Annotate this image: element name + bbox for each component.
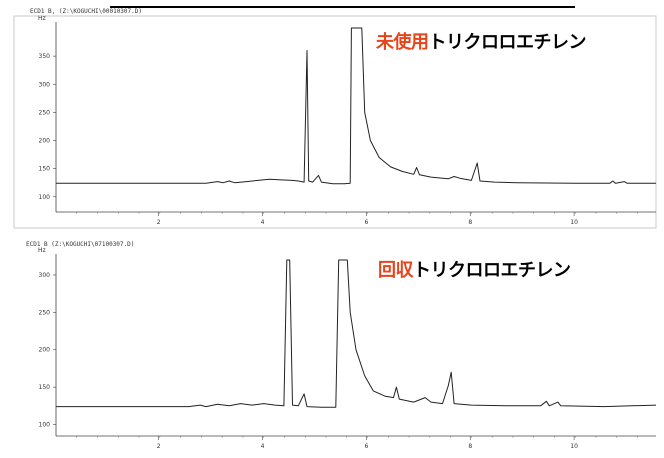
file-line-bottom: ECD1 B (Z:\KOGUCHI\07100307.D): [26, 241, 135, 248]
sample-label-bottom: 回収トリクロロエチレン: [378, 256, 571, 282]
sample-label-top: 未使用トリクロロエチレン: [376, 28, 586, 54]
chromatogram-panel-bottom: 100150200250300Hz24681012141618 ECD1 B (…: [0, 240, 664, 458]
sample-label-rest: トリクロロエチレン: [413, 260, 571, 281]
x-tick-label: 8: [468, 219, 472, 226]
y-tick-label: 200: [39, 138, 51, 145]
plot-frame: [13, 15, 657, 229]
chromatogram-trace: [56, 259, 657, 408]
x-tick-label: 2: [157, 219, 161, 226]
x-tick-label: 8: [468, 443, 472, 450]
x-tick-label: 4: [261, 219, 265, 226]
y-axis-label: Hz: [38, 247, 46, 254]
x-tick-label: 6: [364, 443, 368, 450]
x-tick-label: 10: [570, 219, 578, 226]
y-tick-label: 300: [39, 272, 51, 279]
x-tick-label: 4: [261, 443, 265, 450]
chromatogram-bottom: 100150200250300Hz24681012141618: [38, 247, 657, 450]
y-tick-label: 300: [39, 81, 51, 88]
file-line-top: ECD1 B, (Z:\KOGUCHI\00010307.D): [30, 8, 142, 15]
chromatogram-trace: [56, 27, 656, 185]
sample-label-rest: トリクロロエチレン: [428, 32, 587, 53]
x-tick-label: 10: [570, 443, 578, 450]
y-tick-label: 200: [39, 347, 51, 354]
y-axis-label: Hz: [38, 15, 46, 22]
y-tick-label: 250: [39, 109, 51, 116]
y-tick-label: 250: [39, 309, 51, 316]
header-rule: [110, 0, 575, 8]
sample-label-accent: 回収: [378, 260, 414, 281]
y-tick-label: 100: [39, 422, 51, 429]
x-tick-label: 2: [157, 443, 161, 450]
sample-label-accent: 未使用: [376, 32, 429, 53]
chromatogram-panel-top: 100150200250300350Hz24681012141618 ECD1 …: [0, 6, 664, 232]
y-tick-label: 100: [39, 194, 51, 201]
y-tick-label: 150: [39, 166, 51, 173]
chromatogram-top: 100150200250300350Hz24681012141618: [13, 15, 657, 229]
x-tick-label: 6: [364, 219, 368, 226]
y-tick-label: 150: [39, 384, 51, 391]
y-tick-label: 350: [39, 53, 51, 60]
